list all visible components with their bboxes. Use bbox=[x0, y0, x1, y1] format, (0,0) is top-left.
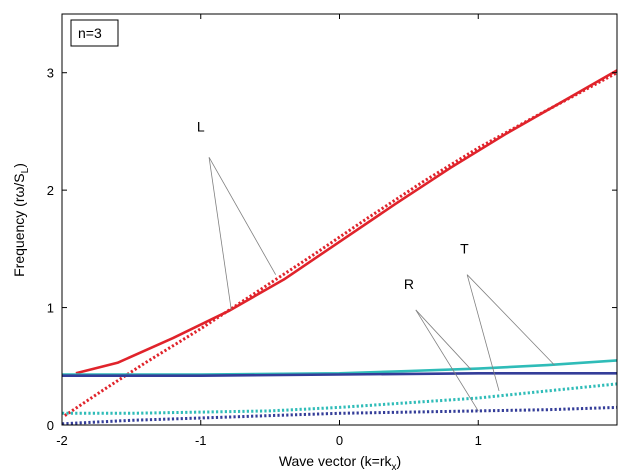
y-axis-label-omega: ω bbox=[11, 187, 27, 198]
annotation-label-T: T bbox=[460, 241, 469, 257]
y-axis-label-end: ) bbox=[11, 163, 27, 168]
annotation-leader-R bbox=[415, 309, 479, 412]
series-line-R-dotted bbox=[61, 405, 618, 426]
x-axis-label: Wave vector (k=rkx) bbox=[279, 453, 401, 473]
x-axis-label-end: ) bbox=[397, 453, 402, 469]
x-tick-label: -1 bbox=[195, 433, 207, 448]
y-axis-label-main: Frequency (r bbox=[11, 197, 27, 277]
annotation-leader-L bbox=[208, 157, 232, 310]
y-tick-label: 3 bbox=[47, 66, 54, 81]
ticks-layer: -2 -1 0 1 0 1 2 3 bbox=[47, 14, 617, 448]
y-tick-label: 1 bbox=[47, 301, 54, 316]
annotation-leader-R bbox=[415, 309, 472, 371]
y-axis-label-sub: L bbox=[20, 167, 31, 173]
annotation-leader-L bbox=[208, 157, 277, 275]
n-label-text: n=3 bbox=[78, 25, 102, 41]
x-tick-label: 1 bbox=[475, 433, 482, 448]
y-axis-label-mid: /S bbox=[11, 173, 27, 186]
n-label-box: n=3 bbox=[70, 19, 119, 47]
annotation-label-L: L bbox=[197, 118, 205, 134]
series-line-R-solid bbox=[62, 371, 617, 378]
annotation-label-R: R bbox=[404, 276, 414, 292]
y-axis-label: Frequency (rω/SL) bbox=[11, 163, 31, 277]
series-line-T-dotted bbox=[62, 382, 618, 415]
annotation-leader-T bbox=[466, 274, 500, 392]
annotation-leaders bbox=[208, 157, 555, 412]
annotation-labels: L T R bbox=[197, 118, 469, 291]
plot-background bbox=[62, 14, 617, 425]
series-line-L-solid bbox=[75, 69, 618, 375]
n-label-frame bbox=[70, 19, 119, 47]
x-axis-label-main: Wave vector (k=rk bbox=[279, 453, 393, 469]
y-tick-label: 0 bbox=[47, 418, 54, 433]
x-tick-label: -2 bbox=[56, 433, 68, 448]
x-tick-label: 0 bbox=[336, 433, 343, 448]
series-line-L-dotted bbox=[63, 71, 618, 417]
series-layer bbox=[61, 69, 618, 426]
y-tick-label: 2 bbox=[47, 183, 54, 198]
annotation-leader-T bbox=[466, 274, 555, 366]
x-axis-label-sub: x bbox=[392, 462, 397, 473]
